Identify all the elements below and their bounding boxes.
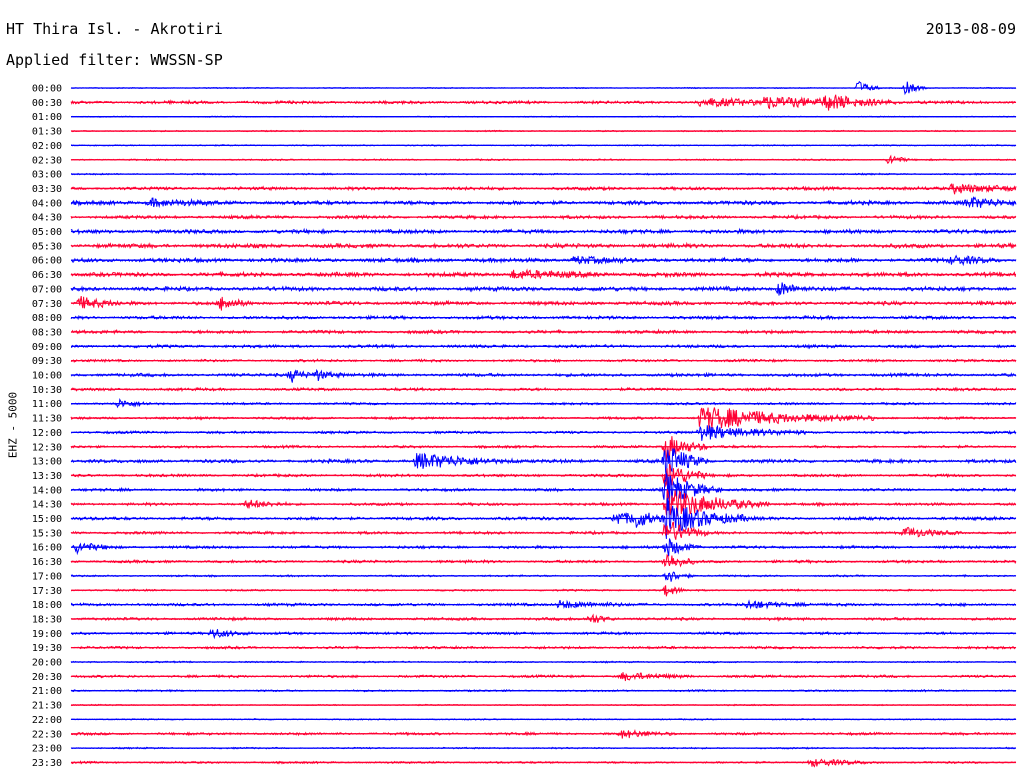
row-time-label: 10:00	[32, 371, 62, 382]
trace-1230	[70, 436, 1017, 461]
row-time-label: 13:00	[32, 457, 62, 468]
row-time-label: 21:00	[32, 686, 62, 697]
row-time-label: 15:30	[32, 528, 62, 539]
row-time-label: 01:00	[32, 112, 62, 123]
row-time-label: 16:00	[32, 543, 62, 554]
row-time-label: 19:30	[32, 643, 62, 654]
row-time-label: 05:00	[32, 227, 62, 238]
filter-label: Applied filter:	[6, 51, 142, 69]
trace-2230	[70, 728, 1017, 739]
row-time-label: 18:30	[32, 614, 62, 625]
row-time-label: 02:00	[32, 141, 62, 152]
trace-1600	[70, 538, 1017, 557]
date-label: 2013-08-09	[925, 20, 1016, 38]
trace-1000	[70, 368, 1017, 383]
row-time-label: 00:30	[32, 98, 62, 109]
row-time-label: 23:30	[32, 758, 62, 769]
row-time-label: 23:00	[32, 744, 62, 755]
row-time-label: 04:30	[32, 213, 62, 224]
trace-1700	[70, 571, 1017, 582]
row-time-label: 10:30	[32, 385, 62, 396]
row-time-label: 16:30	[32, 557, 62, 568]
row-time-label: 12:30	[32, 442, 62, 453]
row-time-label: 06:00	[32, 256, 62, 267]
row-time-label: 09:00	[32, 342, 62, 353]
row-time-label: 18:00	[32, 600, 62, 611]
row-time-label: 20:30	[32, 672, 62, 683]
row-time-label: 02:30	[32, 155, 62, 166]
row-time-label: 12:00	[32, 428, 62, 439]
row-time-label: 03:30	[32, 184, 62, 195]
row-time-label: 19:00	[32, 629, 62, 640]
row-time-label: 07:30	[32, 299, 62, 310]
row-time-label: 14:30	[32, 500, 62, 511]
row-time-label: 09:30	[32, 356, 62, 367]
trace-1330	[70, 463, 1017, 490]
trace-1300	[70, 448, 1017, 479]
row-time-label: 11:00	[32, 399, 62, 410]
row-time-label: 08:00	[32, 313, 62, 324]
row-time-label: 17:00	[32, 571, 62, 582]
trace-1530	[70, 521, 1017, 540]
row-time-label: 03:00	[32, 170, 62, 181]
row-time-label: 17:30	[32, 586, 62, 597]
row-time-label: 08:30	[32, 327, 62, 338]
row-time-label: 01:30	[32, 127, 62, 138]
row-time-label: 05:30	[32, 241, 62, 252]
row-time-label: 00:00	[32, 84, 62, 95]
row-time-label: 11:30	[32, 414, 62, 425]
trace-1630	[70, 553, 1017, 568]
row-time-label: 21:30	[32, 701, 62, 712]
row-time-label: 13:30	[32, 471, 62, 482]
row-time-label: 15:00	[32, 514, 62, 525]
row-time-label: 20:00	[32, 658, 62, 669]
row-time-label: 06:30	[32, 270, 62, 281]
row-time-label: 14:00	[32, 485, 62, 496]
filter-value: WWSSN-SP	[150, 51, 223, 69]
row-time-label: 22:30	[32, 729, 62, 740]
trace-0700	[70, 282, 1017, 296]
trace-1430	[70, 489, 1017, 517]
station-title: HT Thira Isl. - Akrotiri	[6, 20, 223, 38]
row-time-label: 04:00	[32, 198, 62, 209]
row-time-label: 07:00	[32, 284, 62, 295]
filter-line: Applied filter: WWSSN-SP	[6, 53, 223, 68]
row-time-label: 22:00	[32, 715, 62, 726]
